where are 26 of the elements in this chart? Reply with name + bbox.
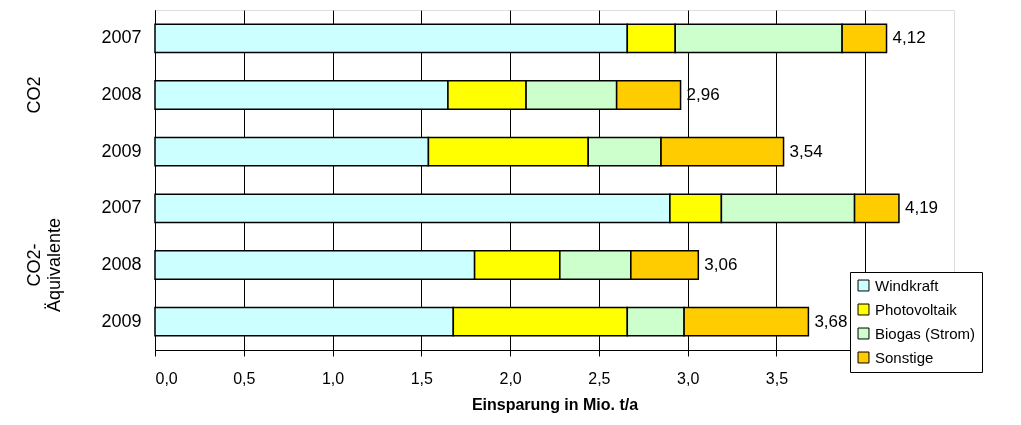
y-tick-label: 2007 bbox=[101, 27, 142, 48]
total-label: 3,06 bbox=[704, 255, 738, 274]
y-tick-label: 2008 bbox=[101, 254, 142, 274]
total-label: 3,54 bbox=[789, 141, 823, 161]
legend-label: Photovoltaik bbox=[875, 300, 958, 318]
total-label: 3,68 bbox=[814, 311, 848, 331]
x-tick-label: 2,5 bbox=[588, 369, 611, 387]
legend-label: Biogas (Strom) bbox=[875, 324, 976, 342]
x-tick-label: 2,0 bbox=[499, 369, 522, 387]
x-tick-label: 3,5 bbox=[765, 369, 789, 387]
y-tick-label: 2008 bbox=[101, 84, 142, 104]
x-tick-label: 0,5 bbox=[233, 369, 256, 387]
total-label: 4,12 bbox=[892, 28, 926, 48]
x-tick-label: 1,5 bbox=[410, 369, 434, 387]
legend-label: Windkraft bbox=[875, 276, 940, 294]
legend-label: Sonstige bbox=[875, 348, 934, 366]
y-tick-label: 2007 bbox=[101, 197, 142, 218]
y-tick-label: 2009 bbox=[101, 310, 142, 331]
text: CO2 bbox=[24, 76, 44, 114]
x-axis-title: Einsparung in Mio. t/a bbox=[471, 395, 639, 413]
text: CO2-Äquivalente bbox=[24, 217, 64, 313]
total-label: 4,19 bbox=[904, 198, 939, 218]
x-tick-label: 3,0 bbox=[677, 369, 700, 387]
y-tick-label: 2009 bbox=[101, 140, 142, 161]
x-tick-label: 1,0 bbox=[321, 369, 345, 387]
x-tick-label: 0,0 bbox=[155, 369, 178, 387]
